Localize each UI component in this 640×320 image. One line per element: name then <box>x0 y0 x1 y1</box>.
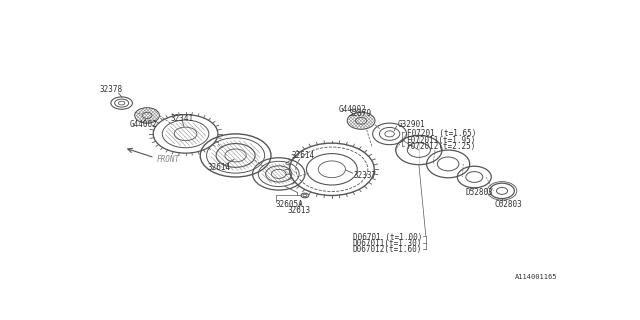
Text: G44002: G44002 <box>129 120 157 129</box>
Text: 32379: 32379 <box>348 109 371 118</box>
Text: 32341: 32341 <box>170 114 193 123</box>
Text: D067012(t=1.60): D067012(t=1.60) <box>353 245 422 254</box>
Text: F072011(t=1.95): F072011(t=1.95) <box>406 136 476 145</box>
Text: 32614: 32614 <box>207 163 230 172</box>
Text: 32614: 32614 <box>292 151 315 160</box>
Text: 32613: 32613 <box>288 206 311 215</box>
Text: D067011(t=1.30): D067011(t=1.30) <box>353 239 422 248</box>
Text: FRONT: FRONT <box>156 155 179 164</box>
Text: F072012(t=2.25): F072012(t=2.25) <box>406 142 476 151</box>
Text: A114001165: A114001165 <box>515 274 557 280</box>
Text: 32605A: 32605A <box>276 200 303 209</box>
Text: G32901: G32901 <box>397 120 425 129</box>
Text: D52803: D52803 <box>465 188 493 197</box>
Text: 32337: 32337 <box>353 171 376 180</box>
Text: G44002: G44002 <box>339 105 367 114</box>
Text: D06701 (t=1.00): D06701 (t=1.00) <box>353 233 422 242</box>
Text: F07201 (t=1.65): F07201 (t=1.65) <box>406 129 476 138</box>
Text: 32378: 32378 <box>99 85 122 94</box>
Text: C62803: C62803 <box>494 200 522 209</box>
